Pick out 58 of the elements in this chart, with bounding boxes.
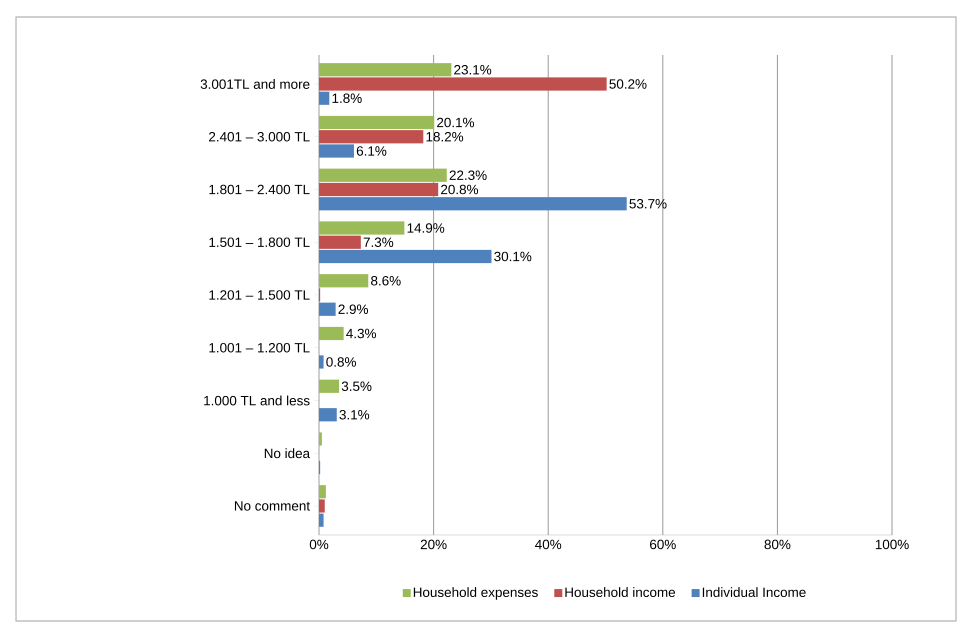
data-label: 7.3%	[364, 237, 394, 247]
data-label: 30.1%	[494, 252, 532, 262]
x-tick-label: 20%	[420, 540, 447, 550]
bar	[319, 514, 324, 527]
legend-label: Household income	[565, 587, 676, 598]
bar	[319, 144, 354, 158]
bar	[319, 236, 361, 249]
bar	[319, 197, 627, 210]
x-tick-label: 60%	[650, 540, 676, 550]
data-label: 50.2%	[609, 79, 647, 89]
bar	[319, 485, 326, 498]
y-tick-label: 1.201 – 1.500 TL	[209, 290, 310, 300]
x-tick-label: 80%	[764, 540, 790, 550]
y-tick-label: 3.001TL and more	[200, 79, 310, 89]
data-label: 20.1%	[437, 118, 474, 128]
bar	[319, 499, 325, 513]
y-tick-label: 1.000 TL and less	[204, 396, 310, 406]
data-label: 18.2%	[426, 132, 464, 142]
bar	[319, 380, 340, 393]
bar	[319, 92, 330, 105]
data-label: 22.3%	[450, 170, 487, 180]
bar	[319, 274, 368, 288]
y-tick-label: 1.801 – 2.400 TL	[209, 184, 310, 194]
data-label: 53.7%	[629, 198, 667, 208]
data-label: 6.1%	[356, 146, 386, 156]
y-tick-label: 1.001 – 1.200 TL	[209, 342, 310, 352]
data-label: 20.8%	[441, 184, 478, 194]
bar	[319, 130, 424, 144]
data-label: 14.9%	[408, 223, 444, 233]
data-label: 3.5%	[342, 381, 372, 391]
data-label: 3.1%	[339, 410, 370, 420]
bar	[319, 250, 492, 264]
x-tick-label: 0%	[310, 540, 328, 550]
bar	[319, 63, 452, 76]
bar	[319, 302, 336, 316]
bar	[319, 408, 337, 422]
data-label: 2.9%	[338, 304, 368, 314]
data-label: 8.6%	[371, 276, 401, 286]
bar	[319, 432, 322, 446]
x-tick-label: 40%	[535, 540, 562, 550]
y-tick-label: 2.401 – 3.000 TL	[209, 132, 310, 142]
bar	[319, 116, 434, 130]
bar	[319, 221, 404, 235]
data-label: 4.3%	[346, 328, 376, 338]
data-label: 1.8%	[332, 93, 362, 103]
legend-label: Individual Income	[702, 587, 806, 598]
y-tick-label: 1.501 – 1.800 TL	[209, 237, 310, 247]
legend-label: Household expenses	[414, 587, 538, 600]
y-tick-label: No idea	[264, 448, 310, 458]
y-tick-label: No comment	[234, 501, 310, 511]
x-tick-label: 100%	[876, 540, 909, 550]
data-label: 0.8%	[326, 357, 356, 367]
bar	[319, 168, 447, 182]
data-label: 23.1%	[454, 65, 492, 75]
bar	[319, 77, 607, 91]
bar	[319, 326, 344, 340]
bar	[319, 182, 438, 196]
bar	[319, 355, 324, 369]
